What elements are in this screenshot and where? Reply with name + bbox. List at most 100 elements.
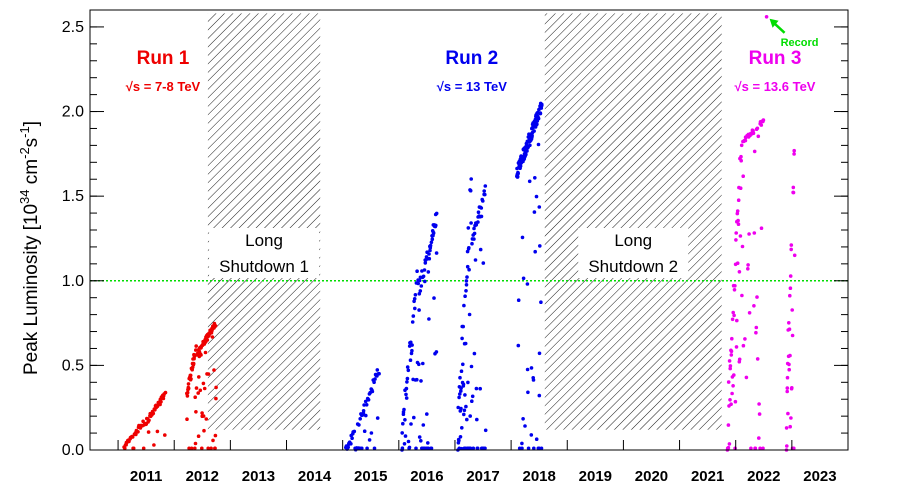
data-point-run-3 <box>735 318 739 323</box>
data-point-run-2 <box>539 300 543 305</box>
data-point-run-2 <box>526 446 531 451</box>
data-point-run-1 <box>213 433 218 438</box>
y-axis-title: Peak Luminosity [1034 cm-2s-1] <box>17 121 42 375</box>
run-label-2: Run 2 <box>445 48 498 69</box>
data-point-run-2 <box>403 434 408 438</box>
data-point-run-2 <box>423 279 427 284</box>
data-point-run-1 <box>188 373 193 378</box>
data-point-run-2 <box>410 343 414 347</box>
data-point-run-2 <box>400 431 405 435</box>
data-point-run-2 <box>474 223 479 227</box>
data-point-run-2 <box>540 103 544 108</box>
data-point-run-2 <box>414 446 418 451</box>
data-point-run-1 <box>197 375 201 379</box>
x-year-label: 2018 <box>522 468 555 485</box>
data-point-run-2 <box>372 446 377 451</box>
data-point-run-2 <box>467 312 472 317</box>
data-point-run-2 <box>459 406 463 411</box>
data-point-run-2 <box>523 424 527 428</box>
data-point-run-2 <box>412 415 416 420</box>
data-point-run-1 <box>131 446 136 451</box>
data-point-run-3 <box>792 253 797 258</box>
data-point-run-2 <box>416 281 421 286</box>
data-point-run-3 <box>728 366 732 371</box>
data-point-run-3 <box>754 325 759 330</box>
data-point-run-2 <box>421 361 425 366</box>
run-energy-label-2: √s = 13 TeV <box>437 79 507 94</box>
data-point-run-1 <box>204 417 209 421</box>
x-year-label: 2023 <box>803 468 836 485</box>
data-point-run-3 <box>736 198 741 202</box>
x-year-label: 2012 <box>186 468 219 485</box>
data-point-run-2 <box>531 378 536 382</box>
data-point-run-2 <box>425 412 429 416</box>
data-point-run-3 <box>740 293 744 298</box>
x-year-label: 2022 <box>747 468 780 485</box>
data-point-run-1 <box>186 386 191 391</box>
data-point-run-3 <box>734 345 739 349</box>
data-point-run-3 <box>790 386 794 390</box>
data-point-run-3 <box>785 444 789 448</box>
x-year-label: 2016 <box>410 468 443 485</box>
ylabel-base: Peak Luminosity [10 <box>21 204 42 375</box>
x-year-label: 2017 <box>466 468 499 485</box>
data-point-run-2 <box>403 418 407 422</box>
data-point-run-1 <box>185 394 190 398</box>
data-point-run-3 <box>746 263 750 267</box>
data-point-run-2 <box>402 442 407 446</box>
data-point-run-2 <box>461 382 466 387</box>
data-point-run-1 <box>214 385 218 390</box>
shutdown-label-bg-1 <box>209 228 320 278</box>
y-tick-label: 2.5 <box>62 19 84 36</box>
data-point-run-2 <box>464 404 468 409</box>
data-point-run-2 <box>434 251 439 255</box>
data-point-run-1 <box>152 443 156 447</box>
data-point-run-2 <box>428 243 433 248</box>
data-point-run-3 <box>731 384 735 388</box>
data-point-run-2 <box>466 226 471 230</box>
data-point-run-3 <box>788 353 792 358</box>
run-energy-label-1: √s = 7-8 TeV <box>126 79 201 94</box>
sqrt-s: √s <box>126 79 140 94</box>
data-point-run-3 <box>784 426 789 430</box>
data-point-run-3 <box>788 424 792 429</box>
data-point-run-1 <box>185 417 189 422</box>
data-point-run-2 <box>527 179 532 184</box>
energy-value: = 7-8 TeV <box>140 79 200 94</box>
data-point-run-2 <box>417 308 421 312</box>
data-point-run-1 <box>193 441 198 446</box>
data-point-run-2 <box>525 282 530 286</box>
data-point-run-2 <box>404 386 409 391</box>
data-point-run-1 <box>191 361 196 366</box>
data-point-run-3 <box>736 222 741 226</box>
data-point-run-3 <box>727 359 732 363</box>
y-tick-label: 1.5 <box>62 188 84 205</box>
data-point-run-1 <box>136 430 140 434</box>
data-point-run-3 <box>791 190 796 195</box>
x-year-label: 2013 <box>242 468 275 485</box>
data-point-run-2 <box>469 221 473 225</box>
data-point-run-2 <box>407 445 412 450</box>
y-tick-label: 2.0 <box>62 104 84 121</box>
data-point-run-2 <box>482 189 487 193</box>
data-point-run-2 <box>377 371 381 376</box>
data-point-run-2 <box>417 292 422 296</box>
data-point-run-3 <box>757 402 761 406</box>
data-point-run-2 <box>466 380 470 385</box>
data-point-run-2 <box>472 231 477 236</box>
data-point-run-3 <box>789 416 793 420</box>
data-point-run-2 <box>471 446 476 451</box>
data-point-run-2 <box>520 441 524 446</box>
data-point-run-2 <box>375 416 380 420</box>
data-point-run-2 <box>364 413 368 418</box>
data-point-run-1 <box>194 410 198 414</box>
data-point-run-2 <box>476 220 480 224</box>
data-point-run-2 <box>539 446 544 451</box>
data-point-run-3 <box>789 247 793 252</box>
data-point-run-2 <box>516 298 521 303</box>
run-energy-label-3: √s = 13.6 TeV <box>735 79 816 94</box>
data-point-run-3 <box>787 367 791 372</box>
data-point-run-3 <box>756 134 761 139</box>
data-point-run-3 <box>744 375 749 380</box>
